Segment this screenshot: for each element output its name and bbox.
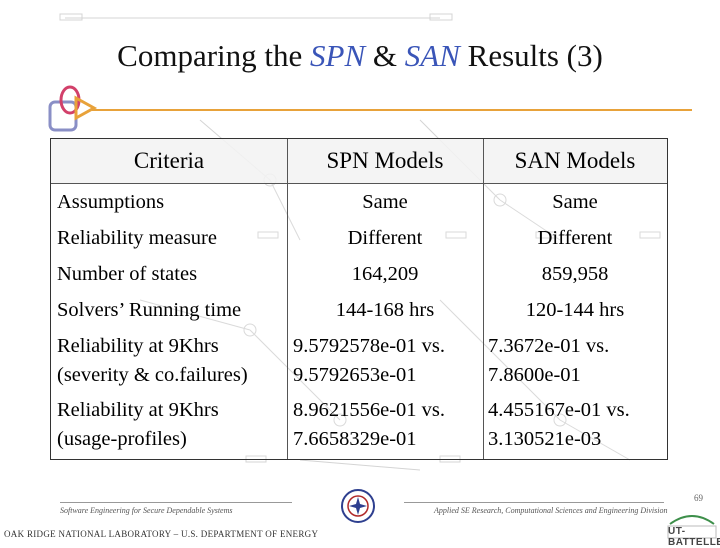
criteria-reliability-usage-line1: Reliability at 9Khrs bbox=[57, 399, 219, 421]
san-running-time: 120-144 hrs bbox=[525, 299, 625, 321]
header-san-models: SAN Models bbox=[514, 148, 636, 173]
title-underline bbox=[92, 109, 692, 111]
header-criteria: Criteria bbox=[133, 148, 205, 173]
spn-reliability-severity-line2: 9.5792653e-01 bbox=[293, 364, 417, 386]
criteria-reliability-usage-line2: (usage-profiles) bbox=[57, 428, 187, 450]
footer-left-text: Software Engineering for Secure Dependab… bbox=[60, 506, 233, 515]
san-reliability-measure: Different bbox=[537, 227, 613, 249]
title-suffix: Results (3) bbox=[459, 38, 603, 73]
ornl-logo-icon bbox=[48, 85, 98, 132]
san-reliability-severity-line1: 7.3672e-01 vs. bbox=[488, 335, 610, 357]
spn-reliability-usage-line2: 7.6658329e-01 bbox=[293, 428, 417, 450]
san-reliability-severity: 7.3672e-01 vs. 7.8600e-01 bbox=[488, 332, 609, 390]
table-header-row bbox=[51, 139, 667, 184]
title-prefix: Comparing the bbox=[117, 38, 311, 73]
ut-battelle-logo-icon bbox=[667, 515, 717, 539]
criteria-reliability-measure: Reliability measure bbox=[57, 227, 217, 249]
spn-reliability-usage: 8.9621556e-01 vs. 7.6658329e-01 bbox=[293, 396, 445, 454]
san-reliability-usage-line1: 4.455167e-01 vs. bbox=[488, 399, 630, 421]
title-amp: & bbox=[365, 38, 405, 73]
column-divider bbox=[287, 139, 288, 459]
san-reliability-usage: 4.455167e-01 vs. 3.130521e-03 bbox=[488, 396, 630, 454]
spn-reliability-severity-line1: 9.5792578e-01 vs. bbox=[293, 335, 446, 357]
spn-reliability-severity: 9.5792578e-01 vs. 9.5792653e-01 bbox=[293, 332, 445, 390]
spn-reliability-usage-line1: 8.9621556e-01 vs. bbox=[293, 399, 446, 421]
footer-right-text: Applied SE Research, Computational Scien… bbox=[434, 506, 668, 515]
slide-title: Comparing the SPN & SAN Results (3) bbox=[0, 36, 720, 76]
criteria-number-of-states: Number of states bbox=[57, 263, 198, 285]
san-assumptions: Same bbox=[552, 191, 598, 213]
title-spn: SPN bbox=[310, 38, 366, 73]
criteria-running-time: Solvers’ Running time bbox=[57, 299, 242, 321]
ut-battelle-brand-text: UT-BATTELLE bbox=[668, 526, 720, 548]
comparison-table: Criteria SPN Models SAN Models Assumptio… bbox=[50, 138, 668, 460]
page-number: 69 bbox=[694, 493, 703, 503]
footer-divider bbox=[404, 502, 664, 503]
spn-reliability-measure: Different bbox=[347, 227, 423, 249]
spn-number-of-states: 164,209 bbox=[351, 263, 419, 285]
criteria-reliability-severity-line2: (severity & co.failures) bbox=[57, 364, 248, 386]
san-reliability-severity-line2: 7.8600e-01 bbox=[488, 364, 581, 386]
san-reliability-usage-line2: 3.130521e-03 bbox=[488, 428, 602, 450]
criteria-reliability-severity-line1: Reliability at 9Khrs bbox=[57, 335, 219, 357]
doe-seal-icon bbox=[341, 489, 375, 523]
criteria-reliability-usage: Reliability at 9Khrs (usage-profiles) bbox=[57, 396, 219, 454]
title-san: SAN bbox=[404, 38, 460, 73]
header-spn-models: SPN Models bbox=[326, 148, 444, 173]
column-divider bbox=[483, 139, 484, 459]
san-number-of-states: 859,958 bbox=[541, 263, 609, 285]
spn-assumptions: Same bbox=[362, 191, 408, 213]
criteria-reliability-severity: Reliability at 9Khrs (severity & co.fail… bbox=[57, 332, 248, 390]
criteria-assumptions: Assumptions bbox=[57, 191, 165, 213]
spn-running-time: 144-168 hrs bbox=[335, 299, 435, 321]
footer-divider bbox=[60, 502, 292, 503]
footer-organization: OAK RIDGE NATIONAL LABORATORY – U.S. DEP… bbox=[4, 529, 319, 539]
